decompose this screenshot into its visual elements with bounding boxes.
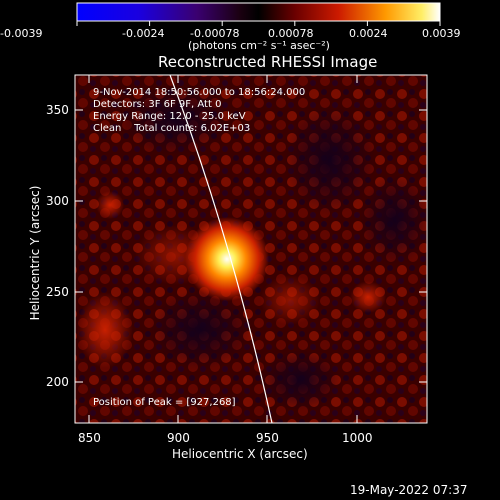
- y-tick-label: 250: [46, 285, 69, 299]
- time-range-label: 9-Nov-2014 18:50:56.000 to 18:56:24.000: [93, 87, 306, 98]
- colorbar-tick-label: 0.00078: [268, 27, 314, 40]
- x-axis-title: Heliocentric X (arcsec): [172, 447, 308, 461]
- peak-position-label: Position of Peak = [927,268]: [93, 397, 236, 408]
- colorbar-units: (photons cm⁻² s⁻¹ asec⁻²): [188, 39, 330, 52]
- detectors-label: Detectors: 3F 6F 9F, Att 0: [93, 99, 222, 110]
- footer-timestamp: 19-May-2022 07:37: [350, 483, 468, 497]
- x-tick-label: 1000: [342, 431, 373, 445]
- solar-limb-curve: [169, 75, 273, 423]
- colorbar-tick-label: -0.0024: [122, 27, 165, 40]
- x-tick-label: 950: [256, 431, 279, 445]
- image-title: Reconstructed RHESSI Image: [158, 53, 378, 71]
- peak-source: [185, 217, 269, 301]
- colorbar-gradient: [77, 3, 440, 21]
- colorbar-tick-label: 0.0039: [422, 27, 461, 40]
- colorbar-tick-label: -0.00078: [190, 27, 240, 40]
- colorbar-tick-label: 0.0024: [349, 27, 388, 40]
- x-tick-label: 900: [167, 431, 190, 445]
- energy-range-label: Energy Range: 12.0 - 25.0 keV: [93, 111, 246, 122]
- y-tick-label: 200: [46, 375, 69, 389]
- y-axis-title: Heliocentric Y (arcsec): [28, 185, 42, 321]
- x-tick-label: 850: [78, 431, 101, 445]
- plot-frame: [74, 74, 428, 424]
- colorbar: [76, 2, 441, 26]
- y-tick-label: 350: [46, 103, 69, 117]
- clean-counts-label: Clean Total counts: 6.02E+03: [93, 123, 251, 134]
- colorbar-tick-label: -0.0039: [0, 27, 43, 40]
- y-tick-label: 300: [46, 194, 69, 208]
